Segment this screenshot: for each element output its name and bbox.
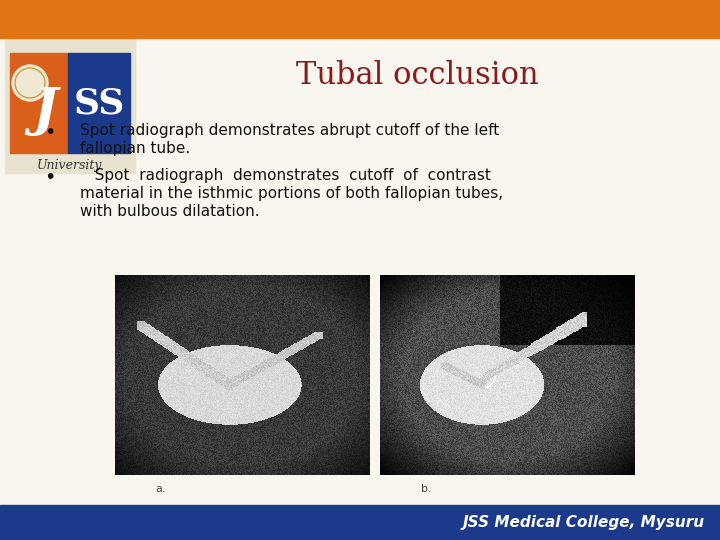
Circle shape <box>12 65 48 101</box>
Text: b.: b. <box>420 484 431 494</box>
Text: JSS Medical College, Mysuru: JSS Medical College, Mysuru <box>463 515 705 530</box>
Text: with bulbous dilatation.: with bulbous dilatation. <box>80 204 260 219</box>
Text: a.: a. <box>156 484 166 494</box>
Bar <box>0 0 720 38</box>
Text: material in the isthmic portions of both fallopian tubes,: material in the isthmic portions of both… <box>80 186 503 201</box>
Text: SS: SS <box>73 86 125 120</box>
Text: •: • <box>45 123 55 142</box>
Text: •: • <box>45 168 55 187</box>
Text: Tubal occlusion: Tubal occlusion <box>296 60 539 91</box>
Text: University: University <box>37 159 103 172</box>
Text: Spot  radiograph  demonstrates  cutoff  of  contrast: Spot radiograph demonstrates cutoff of c… <box>80 168 491 183</box>
Text: J: J <box>32 85 58 137</box>
Bar <box>5 38 135 173</box>
Bar <box>68 53 130 153</box>
Bar <box>10 53 68 153</box>
Bar <box>0 505 720 540</box>
Text: Spot radiograph demonstrates abrupt cutoff of the left: Spot radiograph demonstrates abrupt cuto… <box>80 123 499 138</box>
Text: fallopian tube.: fallopian tube. <box>80 141 190 156</box>
